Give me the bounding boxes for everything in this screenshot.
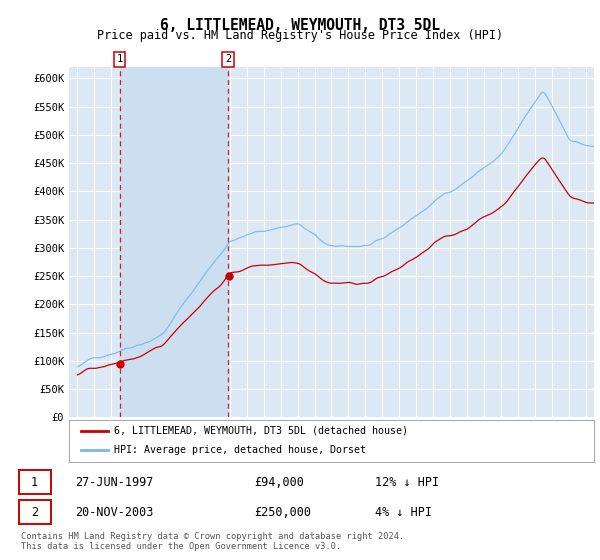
- Bar: [119, 67, 228, 417]
- Text: 4% ↓ HPI: 4% ↓ HPI: [375, 506, 432, 519]
- Text: 1: 1: [116, 54, 123, 64]
- Text: 2: 2: [31, 506, 38, 519]
- FancyBboxPatch shape: [19, 501, 50, 524]
- Text: 1: 1: [31, 476, 38, 489]
- Text: 12% ↓ HPI: 12% ↓ HPI: [375, 476, 439, 489]
- Text: 6, LITTLEMEAD, WEYMOUTH, DT3 5DL (detached house): 6, LITTLEMEAD, WEYMOUTH, DT3 5DL (detach…: [113, 426, 407, 436]
- Text: 2: 2: [225, 54, 232, 64]
- Text: Contains HM Land Registry data © Crown copyright and database right 2024.
This d: Contains HM Land Registry data © Crown c…: [21, 532, 404, 552]
- Text: £250,000: £250,000: [254, 506, 311, 519]
- Text: HPI: Average price, detached house, Dorset: HPI: Average price, detached house, Dors…: [113, 445, 365, 455]
- Text: £94,000: £94,000: [254, 476, 304, 489]
- Text: 20-NOV-2003: 20-NOV-2003: [76, 506, 154, 519]
- Text: 6, LITTLEMEAD, WEYMOUTH, DT3 5DL: 6, LITTLEMEAD, WEYMOUTH, DT3 5DL: [160, 18, 440, 33]
- Text: 27-JUN-1997: 27-JUN-1997: [76, 476, 154, 489]
- Text: Price paid vs. HM Land Registry's House Price Index (HPI): Price paid vs. HM Land Registry's House …: [97, 29, 503, 42]
- FancyBboxPatch shape: [19, 470, 50, 494]
